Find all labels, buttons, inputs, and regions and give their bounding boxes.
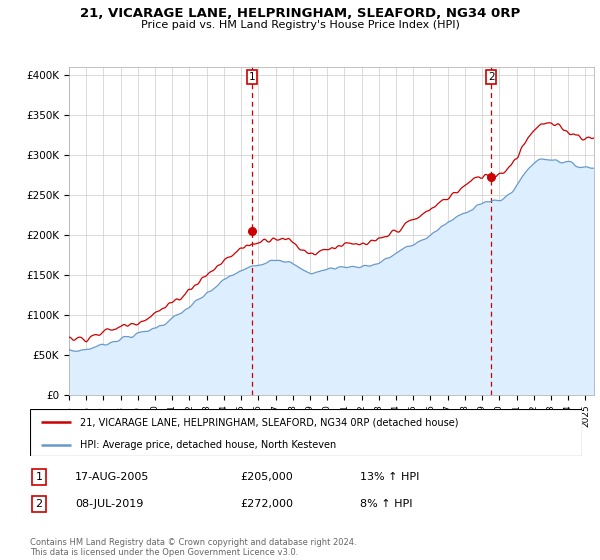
Text: 1: 1 xyxy=(35,472,43,482)
Text: 17-AUG-2005: 17-AUG-2005 xyxy=(75,472,149,482)
Text: 08-JUL-2019: 08-JUL-2019 xyxy=(75,499,143,509)
Text: 21, VICARAGE LANE, HELPRINGHAM, SLEAFORD, NG34 0RP: 21, VICARAGE LANE, HELPRINGHAM, SLEAFORD… xyxy=(80,7,520,20)
Text: Contains HM Land Registry data © Crown copyright and database right 2024.
This d: Contains HM Land Registry data © Crown c… xyxy=(30,538,356,557)
Text: 13% ↑ HPI: 13% ↑ HPI xyxy=(360,472,419,482)
Text: 8% ↑ HPI: 8% ↑ HPI xyxy=(360,499,413,509)
Text: Price paid vs. HM Land Registry's House Price Index (HPI): Price paid vs. HM Land Registry's House … xyxy=(140,20,460,30)
Text: £205,000: £205,000 xyxy=(240,472,293,482)
Text: 2: 2 xyxy=(488,72,494,82)
Text: HPI: Average price, detached house, North Kesteven: HPI: Average price, detached house, Nort… xyxy=(80,440,336,450)
Text: £272,000: £272,000 xyxy=(240,499,293,509)
Text: 1: 1 xyxy=(248,72,255,82)
Text: 21, VICARAGE LANE, HELPRINGHAM, SLEAFORD, NG34 0RP (detached house): 21, VICARAGE LANE, HELPRINGHAM, SLEAFORD… xyxy=(80,417,458,427)
Text: 2: 2 xyxy=(35,499,43,509)
